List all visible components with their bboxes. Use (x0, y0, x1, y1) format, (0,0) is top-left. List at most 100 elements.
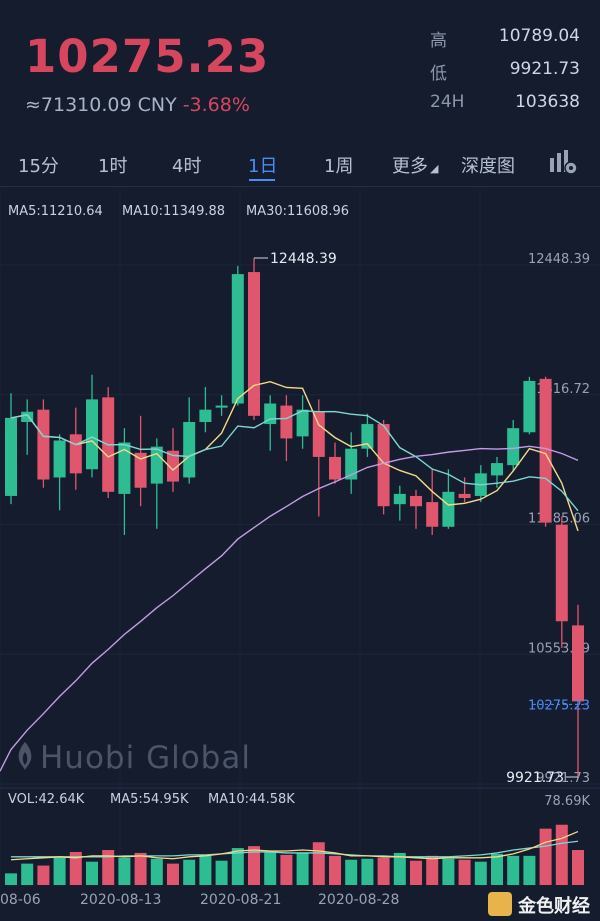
y-tick-label: 11185.06 (528, 512, 590, 527)
volume-bar (199, 855, 212, 885)
volume-bar (248, 846, 260, 885)
volume-bar (345, 859, 358, 885)
tab-1d[interactable]: 1日 (248, 156, 278, 177)
volume-bar (231, 848, 244, 885)
volume-bar (264, 851, 277, 885)
candle-body (167, 450, 179, 482)
volume-bar (442, 858, 455, 885)
volume-bar (86, 861, 98, 885)
candle-body (393, 493, 406, 505)
ma10-line (10, 409, 579, 512)
candle-body (312, 411, 325, 457)
candle-body (21, 411, 34, 422)
volume-bar (377, 857, 390, 885)
stat-24h-volume: 24H 103638 (430, 92, 580, 112)
vol-ma5-legend: MA5:54.95K (110, 792, 189, 807)
candle-body (280, 405, 293, 439)
volume-bar (37, 865, 50, 885)
tab-1w[interactable]: 1周 (324, 156, 354, 177)
volume-bar (410, 860, 422, 885)
candle-body (329, 456, 341, 480)
last-price: 10275.23 (25, 30, 270, 83)
tab-15m[interactable]: 15分 (18, 156, 59, 177)
candle-body (5, 417, 17, 496)
volume-bar (5, 873, 17, 885)
candle-body (555, 524, 568, 622)
volume-bar (507, 855, 520, 885)
x-label-3: 2020-08-28 (318, 892, 400, 908)
y-tick-label: 11816.72 (528, 382, 590, 397)
active-tab-indicator (249, 179, 275, 181)
volume-bar (572, 850, 584, 885)
candle-body (426, 502, 439, 527)
candle-body (37, 409, 50, 480)
ticker-header: 10275.23 ≈71310.09 CNY -3.68% 高 10789.04 … (0, 0, 600, 130)
candle-body (215, 405, 228, 408)
candle-body (248, 272, 260, 416)
vol-ma10-line (11, 840, 579, 858)
volume-bar (118, 857, 131, 885)
volume-bar (312, 842, 325, 885)
candle-body (53, 440, 66, 478)
volume-bar (523, 855, 536, 885)
ma5-line (10, 381, 579, 532)
volume-bar (69, 851, 82, 885)
brand-logo-icon (488, 892, 512, 916)
y-tick-label: 9921.73 (536, 771, 590, 786)
chart-settings-icon[interactable] (548, 148, 578, 176)
candlestick-chart[interactable]: 12448.3911816.7211185.0610553.399921.731… (0, 190, 600, 890)
ma10-legend: MA10:11349.88 (122, 204, 226, 219)
candle-body (134, 452, 147, 488)
huobi-logo-icon (18, 742, 32, 770)
volume-bar (53, 856, 66, 885)
candle-body (118, 442, 131, 494)
volume-bar (474, 861, 487, 885)
volume-bar (296, 852, 309, 885)
candle-body (523, 380, 536, 433)
volume-bar (426, 855, 439, 885)
tab-1h[interactable]: 1时 (98, 156, 128, 177)
candle-body (86, 399, 98, 470)
candle-body (442, 491, 455, 527)
cny-value: ≈71310.09 CNY (25, 94, 177, 116)
stat-low: 低 9921.73 (430, 59, 580, 84)
candle-body (507, 428, 520, 466)
candle-body (410, 495, 422, 507)
candle-body (69, 434, 82, 474)
high-marker-label: 12448.39 (270, 251, 337, 267)
candle-body (491, 463, 503, 476)
candle-body (539, 378, 552, 523)
volume-bar (134, 852, 147, 885)
change-percent: -3.68% (182, 94, 250, 116)
candle-body (231, 274, 244, 404)
candle-body (345, 448, 358, 480)
volume-bar (183, 859, 196, 885)
candle-body (377, 424, 390, 507)
last-price-label: 10275.23 (528, 698, 590, 713)
candle-body (199, 409, 212, 422)
volume-bar (21, 863, 34, 885)
vol-ma5-line (10, 830, 579, 861)
stat-high: 高 10789.04 (430, 26, 580, 51)
cny-price: ≈71310.09 CNY -3.68% (25, 94, 250, 116)
tab-depth[interactable]: 深度图 (461, 156, 515, 177)
volume-bar (361, 858, 374, 885)
tabs-divider (0, 186, 600, 187)
candle-body (458, 493, 471, 498)
candle-body (296, 409, 309, 437)
tab-4h[interactable]: 4时 (172, 156, 202, 177)
volume-max-label: 78.69K (544, 794, 590, 809)
triangle-down-icon: ◢ (430, 162, 439, 175)
volume-bar (150, 858, 163, 885)
volume-bar (539, 828, 552, 885)
x-label-2: 2020-08-21 (200, 892, 282, 908)
low-marker-label: 9921.73 (506, 770, 564, 786)
candle-body (183, 421, 196, 478)
volume-bar (280, 854, 293, 885)
candle-body (361, 424, 374, 449)
volume-bar (555, 824, 568, 885)
tab-more[interactable]: 更多 ◢ (392, 156, 439, 177)
ma30-legend: MA30:11608.96 (246, 204, 350, 219)
ma5-legend: MA5:11210.64 (8, 204, 103, 219)
watermark: Huobi Global (14, 740, 251, 776)
